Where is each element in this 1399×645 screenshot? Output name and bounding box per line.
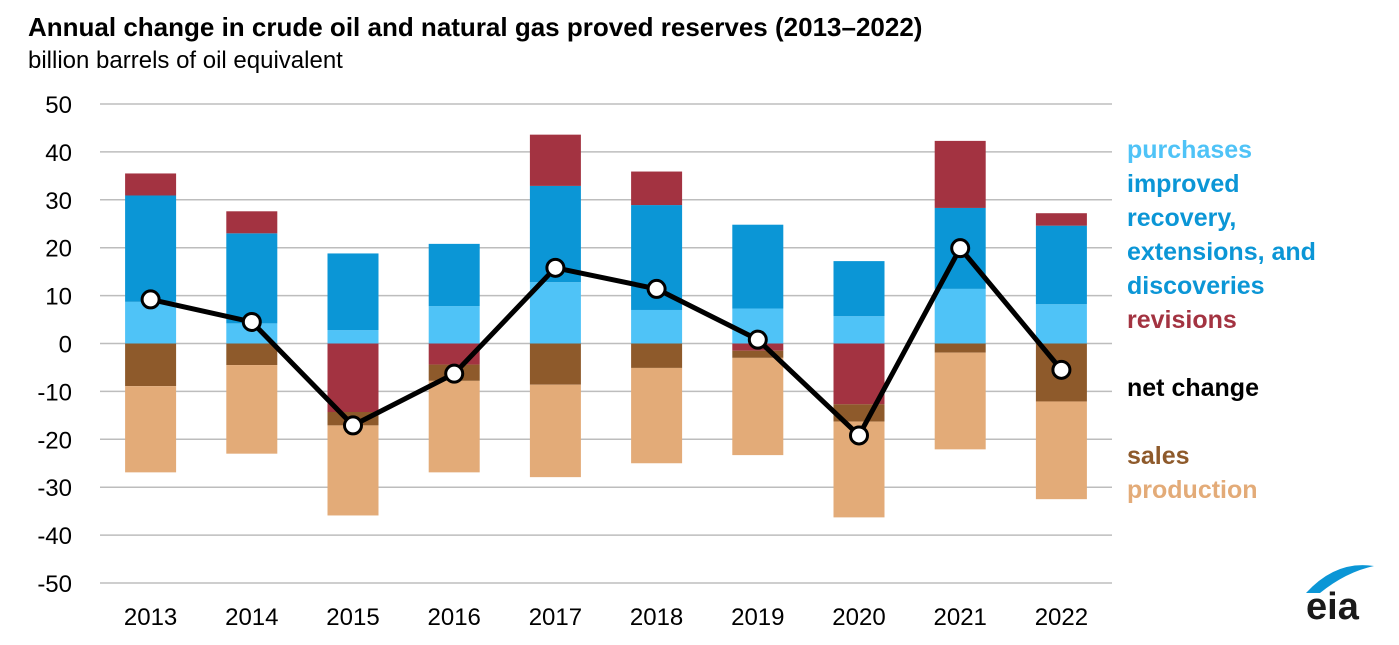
bar-segment-production-2019 bbox=[732, 357, 784, 456]
net-change-point-2021 bbox=[950, 238, 971, 259]
bar-segment-production-2014 bbox=[226, 365, 278, 454]
eia-logo-swoosh-icon bbox=[1306, 565, 1374, 593]
net-change-point-2022 bbox=[1051, 359, 1072, 380]
chart-subtitle: billion barrels of oil equivalent bbox=[28, 47, 343, 74]
bar-segment-production-2017 bbox=[529, 384, 581, 478]
bar-segment-sales-2021 bbox=[934, 343, 986, 353]
bar-segment-improved-recovery-2013 bbox=[125, 195, 177, 302]
y-axis-tick-labels: 50 40 30 20 10 0 -10 -20 -30 -40 -50 bbox=[37, 92, 72, 598]
y-tick-label: 0 bbox=[59, 332, 72, 359]
x-tick-label: 2017 bbox=[529, 604, 582, 631]
bar-segment-revisions-2014 bbox=[226, 211, 278, 234]
y-tick-label: 50 bbox=[45, 92, 72, 119]
net-change-point-2020 bbox=[849, 425, 869, 446]
bar-segment-purchases-2021 bbox=[934, 288, 986, 344]
x-tick-label: 2021 bbox=[934, 604, 987, 631]
bar-segment-revisions-2013 bbox=[125, 173, 177, 196]
y-tick-label: -10 bbox=[37, 379, 72, 406]
bar-segment-improved-recovery-2015 bbox=[327, 253, 379, 331]
legend-label: discoveries bbox=[1127, 272, 1265, 300]
bar-segment-purchases-2016 bbox=[428, 306, 480, 344]
bar-segment-production-2018 bbox=[631, 367, 683, 464]
net-change-point-2018 bbox=[646, 278, 667, 299]
y-tick-label: -20 bbox=[37, 427, 72, 454]
legend-label: net change bbox=[1127, 374, 1259, 402]
net-change-line-path bbox=[150, 245, 1064, 438]
bar-segment-purchases-2022 bbox=[1035, 304, 1087, 344]
bar-segment-improved-recovery-2019 bbox=[732, 224, 784, 309]
legend-label: recovery, bbox=[1127, 204, 1236, 232]
x-tick-label: 2014 bbox=[225, 604, 278, 631]
bar-segment-revisions-2018 bbox=[631, 171, 683, 206]
legend-label: improved bbox=[1127, 170, 1240, 198]
bar-segment-revisions-2022 bbox=[1035, 213, 1087, 226]
bar-segment-purchases-2017 bbox=[529, 282, 581, 344]
y-tick-label: 10 bbox=[45, 284, 72, 311]
y-tick-label: 20 bbox=[45, 236, 72, 263]
bar-segment-sales-2019 bbox=[732, 350, 784, 358]
legend-label: production bbox=[1127, 476, 1258, 504]
net-change-point-2013 bbox=[140, 289, 161, 310]
x-axis-tick-labels: 2013 2014 2015 2016 2017 2018 2019 2020 2021 2022 bbox=[124, 604, 1088, 631]
bars bbox=[125, 134, 1087, 518]
bar-segment-production-2013 bbox=[125, 386, 177, 473]
net-change-line bbox=[140, 238, 1072, 446]
bar-segment-revisions-2021 bbox=[934, 140, 986, 208]
bar-segment-improved-recovery-2020 bbox=[833, 261, 885, 317]
x-tick-label: 2013 bbox=[124, 604, 177, 631]
x-tick-label: 2018 bbox=[630, 604, 683, 631]
x-tick-label: 2015 bbox=[326, 604, 379, 631]
bar-segment-production-2015 bbox=[327, 425, 379, 516]
chart-title: Annual change in crude oil and natural g… bbox=[28, 12, 922, 42]
bar-segment-revisions-2015 bbox=[327, 343, 379, 412]
bar-segment-sales-2013 bbox=[125, 343, 177, 387]
bar-segment-revisions-2017 bbox=[529, 134, 581, 186]
x-tick-label: 2019 bbox=[731, 604, 784, 631]
legend: purchases improved recovery, extensions, an… bbox=[1127, 136, 1316, 504]
eia-logo: eia bbox=[1306, 565, 1374, 628]
legend-label: sales bbox=[1127, 442, 1190, 470]
bar-segment-sales-2017 bbox=[529, 343, 581, 385]
x-tick-label: 2022 bbox=[1035, 604, 1088, 631]
y-tick-label: -40 bbox=[37, 523, 72, 550]
y-tick-label: -30 bbox=[37, 475, 72, 502]
x-tick-label: 2016 bbox=[428, 604, 481, 631]
bar-segment-purchases-2018 bbox=[631, 309, 683, 344]
legend-label: revisions bbox=[1127, 306, 1237, 334]
eia-logo-text: eia bbox=[1306, 586, 1360, 628]
bar-segment-sales-2014 bbox=[226, 343, 278, 366]
legend-label: extensions, and bbox=[1127, 238, 1316, 266]
y-tick-label: -50 bbox=[37, 571, 72, 598]
bar-segment-improved-recovery-2014 bbox=[226, 233, 278, 324]
y-tick-label: 40 bbox=[45, 140, 72, 167]
net-change-point-2016 bbox=[444, 363, 465, 384]
bar-segment-production-2016 bbox=[428, 380, 480, 473]
bar-segment-improved-recovery-2022 bbox=[1035, 225, 1087, 305]
bar-segment-sales-2018 bbox=[631, 343, 683, 368]
net-change-point-2015 bbox=[343, 415, 363, 436]
y-tick-label: 30 bbox=[45, 188, 72, 215]
bar-segment-purchases-2020 bbox=[833, 316, 885, 344]
net-change-point-2017 bbox=[545, 257, 566, 278]
legend-label: purchases bbox=[1127, 136, 1252, 164]
bar-segment-production-2022 bbox=[1035, 401, 1087, 500]
bar-segment-revisions-2020 bbox=[833, 343, 885, 405]
net-change-point-2019 bbox=[747, 329, 768, 350]
net-change-point-2014 bbox=[241, 311, 262, 332]
bar-segment-production-2021 bbox=[934, 352, 986, 450]
bar-segment-improved-recovery-2016 bbox=[428, 243, 480, 307]
x-tick-label: 2020 bbox=[832, 604, 885, 631]
bar-segment-purchases-2015 bbox=[327, 330, 379, 344]
